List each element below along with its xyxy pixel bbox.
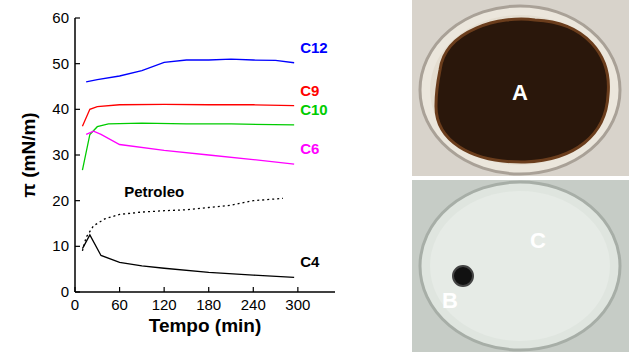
x-tick-label: 120 [152, 296, 177, 313]
series-label: C10 [300, 101, 328, 118]
x-tick-label: 240 [241, 296, 266, 313]
x-tick [164, 287, 165, 292]
y-tick [75, 200, 80, 201]
y-tick [75, 109, 80, 110]
series-line [82, 235, 294, 277]
photo-top [412, 0, 629, 176]
oil-drop [453, 266, 473, 286]
figure: 0 60 120 180 240 300 0 10 20 30 40 50 60 Tempo (min) π… [0, 0, 629, 352]
x-axis-title: Tempo (min) [149, 315, 262, 336]
series-labels: C12 C9 C10 C6 Petroleo C4 [124, 39, 328, 271]
dish [420, 182, 620, 350]
photo-label: B [442, 288, 458, 313]
x-tick-label: 60 [111, 296, 128, 313]
x-tick-label: 180 [196, 296, 221, 313]
y-axis-title: π (mN/m) [18, 112, 39, 197]
x-tick [119, 287, 120, 292]
y-tick [75, 17, 80, 18]
y-tick-label: 10 [52, 237, 69, 254]
x-tick-label: 0 [71, 296, 79, 313]
photos: A B C [412, 0, 629, 352]
series-line [82, 104, 294, 126]
x-tick-label: 300 [285, 296, 310, 313]
dish [420, 6, 620, 174]
photo-bottom [412, 180, 629, 352]
x-axis [75, 291, 335, 293]
y-tick-label: 30 [52, 146, 69, 163]
y-tick-label: 40 [52, 100, 69, 117]
y-tick [75, 154, 80, 155]
x-tick [74, 287, 75, 292]
series-label: C12 [300, 39, 328, 56]
y-tick [75, 291, 80, 292]
series-line [82, 198, 283, 251]
y-tick-label: 0 [61, 283, 69, 300]
photo-label: A [512, 80, 528, 105]
series-line [86, 131, 294, 164]
series-label: C4 [300, 253, 320, 270]
series-line [82, 123, 294, 170]
series-line [86, 59, 294, 82]
x-tick [253, 287, 254, 292]
y-tick-label: 60 [52, 9, 69, 26]
y-tick-label: 20 [52, 192, 69, 209]
series-label: C9 [300, 82, 319, 99]
y-tick [75, 63, 80, 64]
oil-film [436, 19, 608, 162]
y-tick [75, 246, 80, 247]
photo-label: C [530, 228, 546, 253]
y-tick-label: 50 [52, 55, 69, 72]
series-label: C6 [300, 140, 319, 157]
plot-lines [82, 59, 294, 277]
series-label: Petroleo [124, 183, 184, 200]
dish-inner [430, 191, 610, 341]
x-tick [208, 287, 209, 292]
x-tick [297, 287, 298, 292]
dish-inner [430, 15, 610, 165]
